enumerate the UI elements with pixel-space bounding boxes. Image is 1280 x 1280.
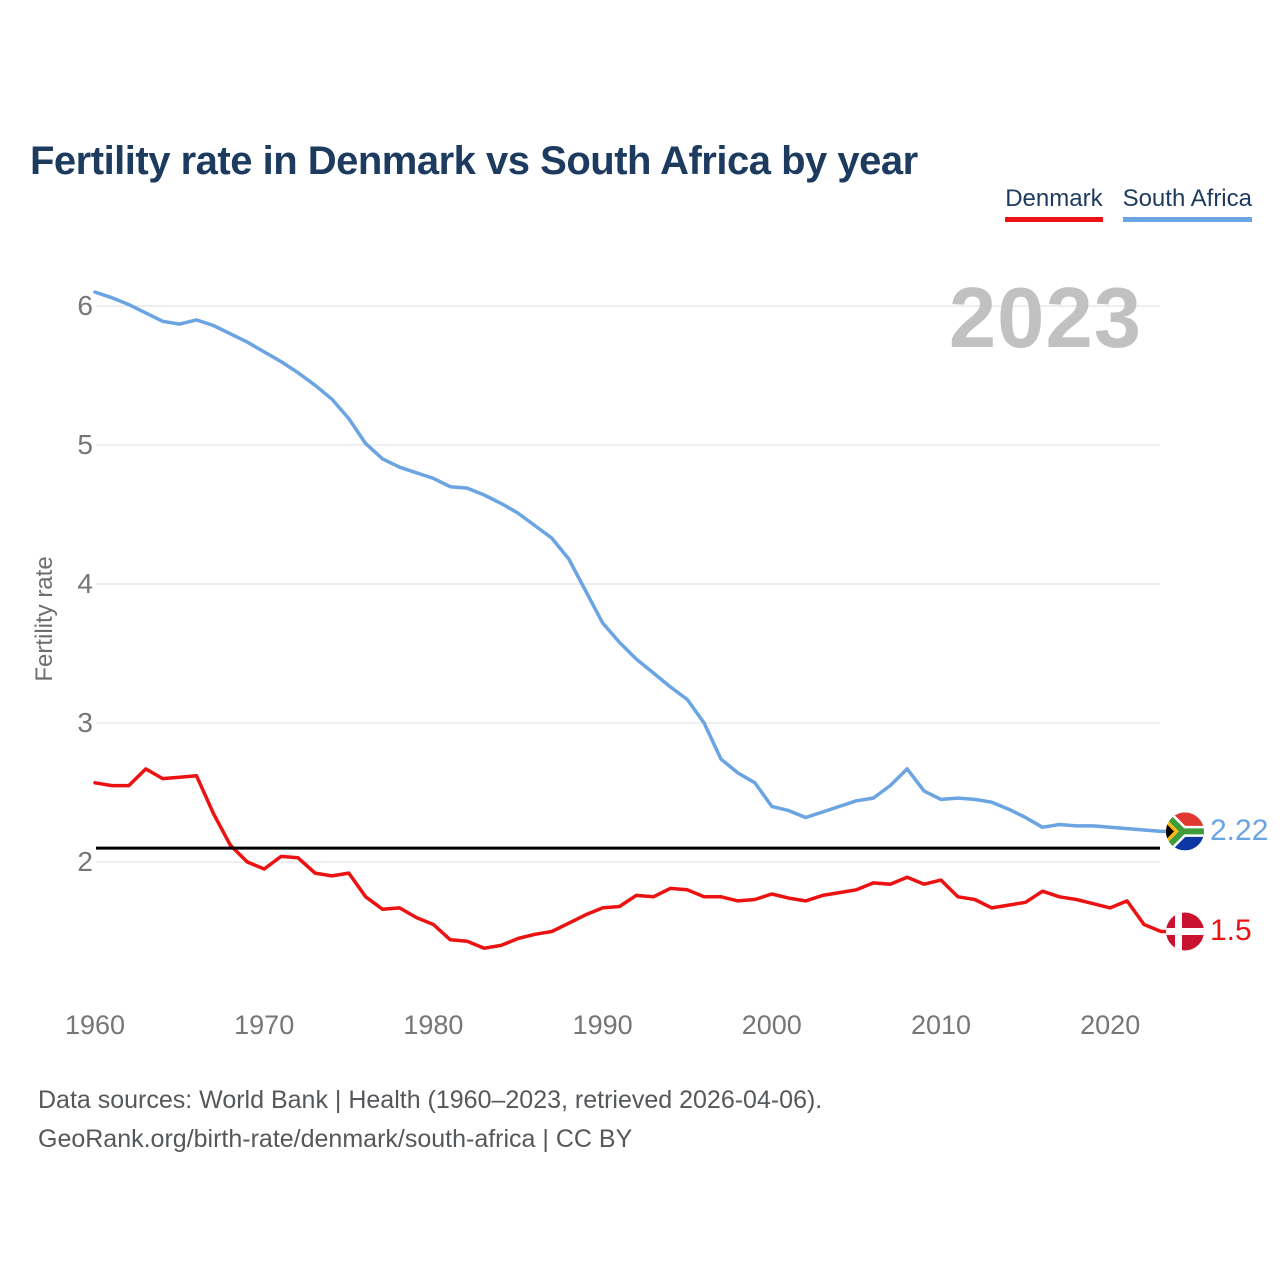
gridlines xyxy=(96,305,1160,863)
y-tick-5: 5 xyxy=(77,429,93,460)
footer-attribution: GeoRank.org/birth-rate/denmark/south-afr… xyxy=(38,1125,633,1153)
south-africa-flag-icon xyxy=(1166,812,1204,851)
footer: Data sources: World Bank | Health (1960–… xyxy=(38,1081,822,1159)
south-africa-line[interactable] xyxy=(93,290,1187,834)
legend-item-denmark[interactable]: Denmark xyxy=(1005,185,1103,222)
south-africa-end-value: 2.22 xyxy=(1210,814,1269,848)
series-lines xyxy=(93,290,1187,950)
legend-label-south-africa: South Africa xyxy=(1122,185,1252,212)
y-tick-6: 6 xyxy=(77,290,93,321)
footer-sources: Data sources: World Bank | Health (1960–… xyxy=(38,1086,823,1114)
denmark-flag-icon xyxy=(1166,912,1204,951)
denmark-line[interactable] xyxy=(93,767,1187,950)
x-tick-1990: 1990 xyxy=(572,1010,633,1040)
y-tick-2: 2 xyxy=(77,846,93,877)
watermark-year: 2023 xyxy=(948,271,1142,366)
legend-label-denmark: Denmark xyxy=(1005,185,1103,212)
denmark-end-value: 1.5 xyxy=(1210,913,1252,947)
x-tick-1970: 1970 xyxy=(234,1010,295,1040)
legend: Denmark South Africa xyxy=(1005,185,1252,222)
x-tick-2000: 2000 xyxy=(741,1010,802,1040)
x-tick-1980: 1980 xyxy=(403,1010,464,1040)
x-tick-2010: 2010 xyxy=(910,1010,972,1040)
y-tick-3: 3 xyxy=(77,707,93,738)
legend-item-south-africa[interactable]: South Africa xyxy=(1122,185,1252,222)
y-tick-4: 4 xyxy=(77,568,93,599)
x-tick-1960: 1960 xyxy=(64,1010,126,1040)
x-tick-2020: 2020 xyxy=(1080,1010,1141,1040)
page-title: Fertility rate in Denmark vs South Afric… xyxy=(30,138,918,183)
